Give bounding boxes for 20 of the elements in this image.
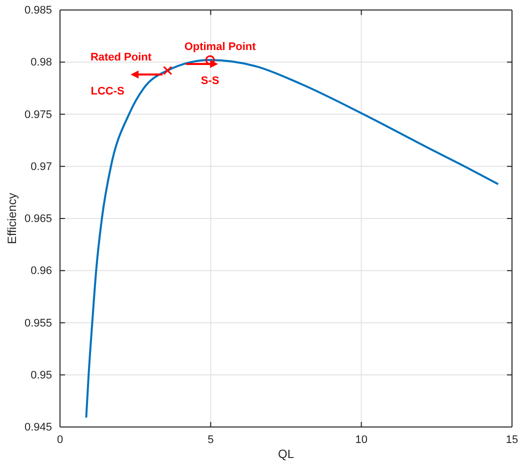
y-tick-label: 0.96	[30, 265, 52, 278]
y-tick-label: 0.98	[30, 56, 52, 69]
y-tick-label: 0.975	[24, 108, 52, 121]
annotation: Optimal Point	[184, 41, 256, 54]
line-series	[85, 59, 500, 419]
x-tick-label: 10	[355, 434, 368, 446]
y-tick-label: 0.955	[24, 317, 52, 330]
x-tick-label: 0	[56, 434, 64, 446]
annotation: S-S	[200, 75, 220, 88]
y-tick-label: 0.965	[24, 213, 52, 226]
y-tick-label: 0.97	[30, 160, 52, 173]
annotation: Rated Point	[90, 51, 152, 64]
x-tick-label: 15	[506, 434, 518, 446]
y-tick-label: 0.95	[30, 369, 52, 382]
y-axis-title: Efficiency	[5, 192, 19, 244]
y-tick-label: 0.945	[24, 422, 52, 434]
x-axis-title: QL	[278, 447, 294, 461]
annotation: LCC-S	[90, 85, 124, 98]
x-tick-label: 5	[208, 434, 214, 446]
y-tick-label: 0.985	[24, 4, 52, 17]
